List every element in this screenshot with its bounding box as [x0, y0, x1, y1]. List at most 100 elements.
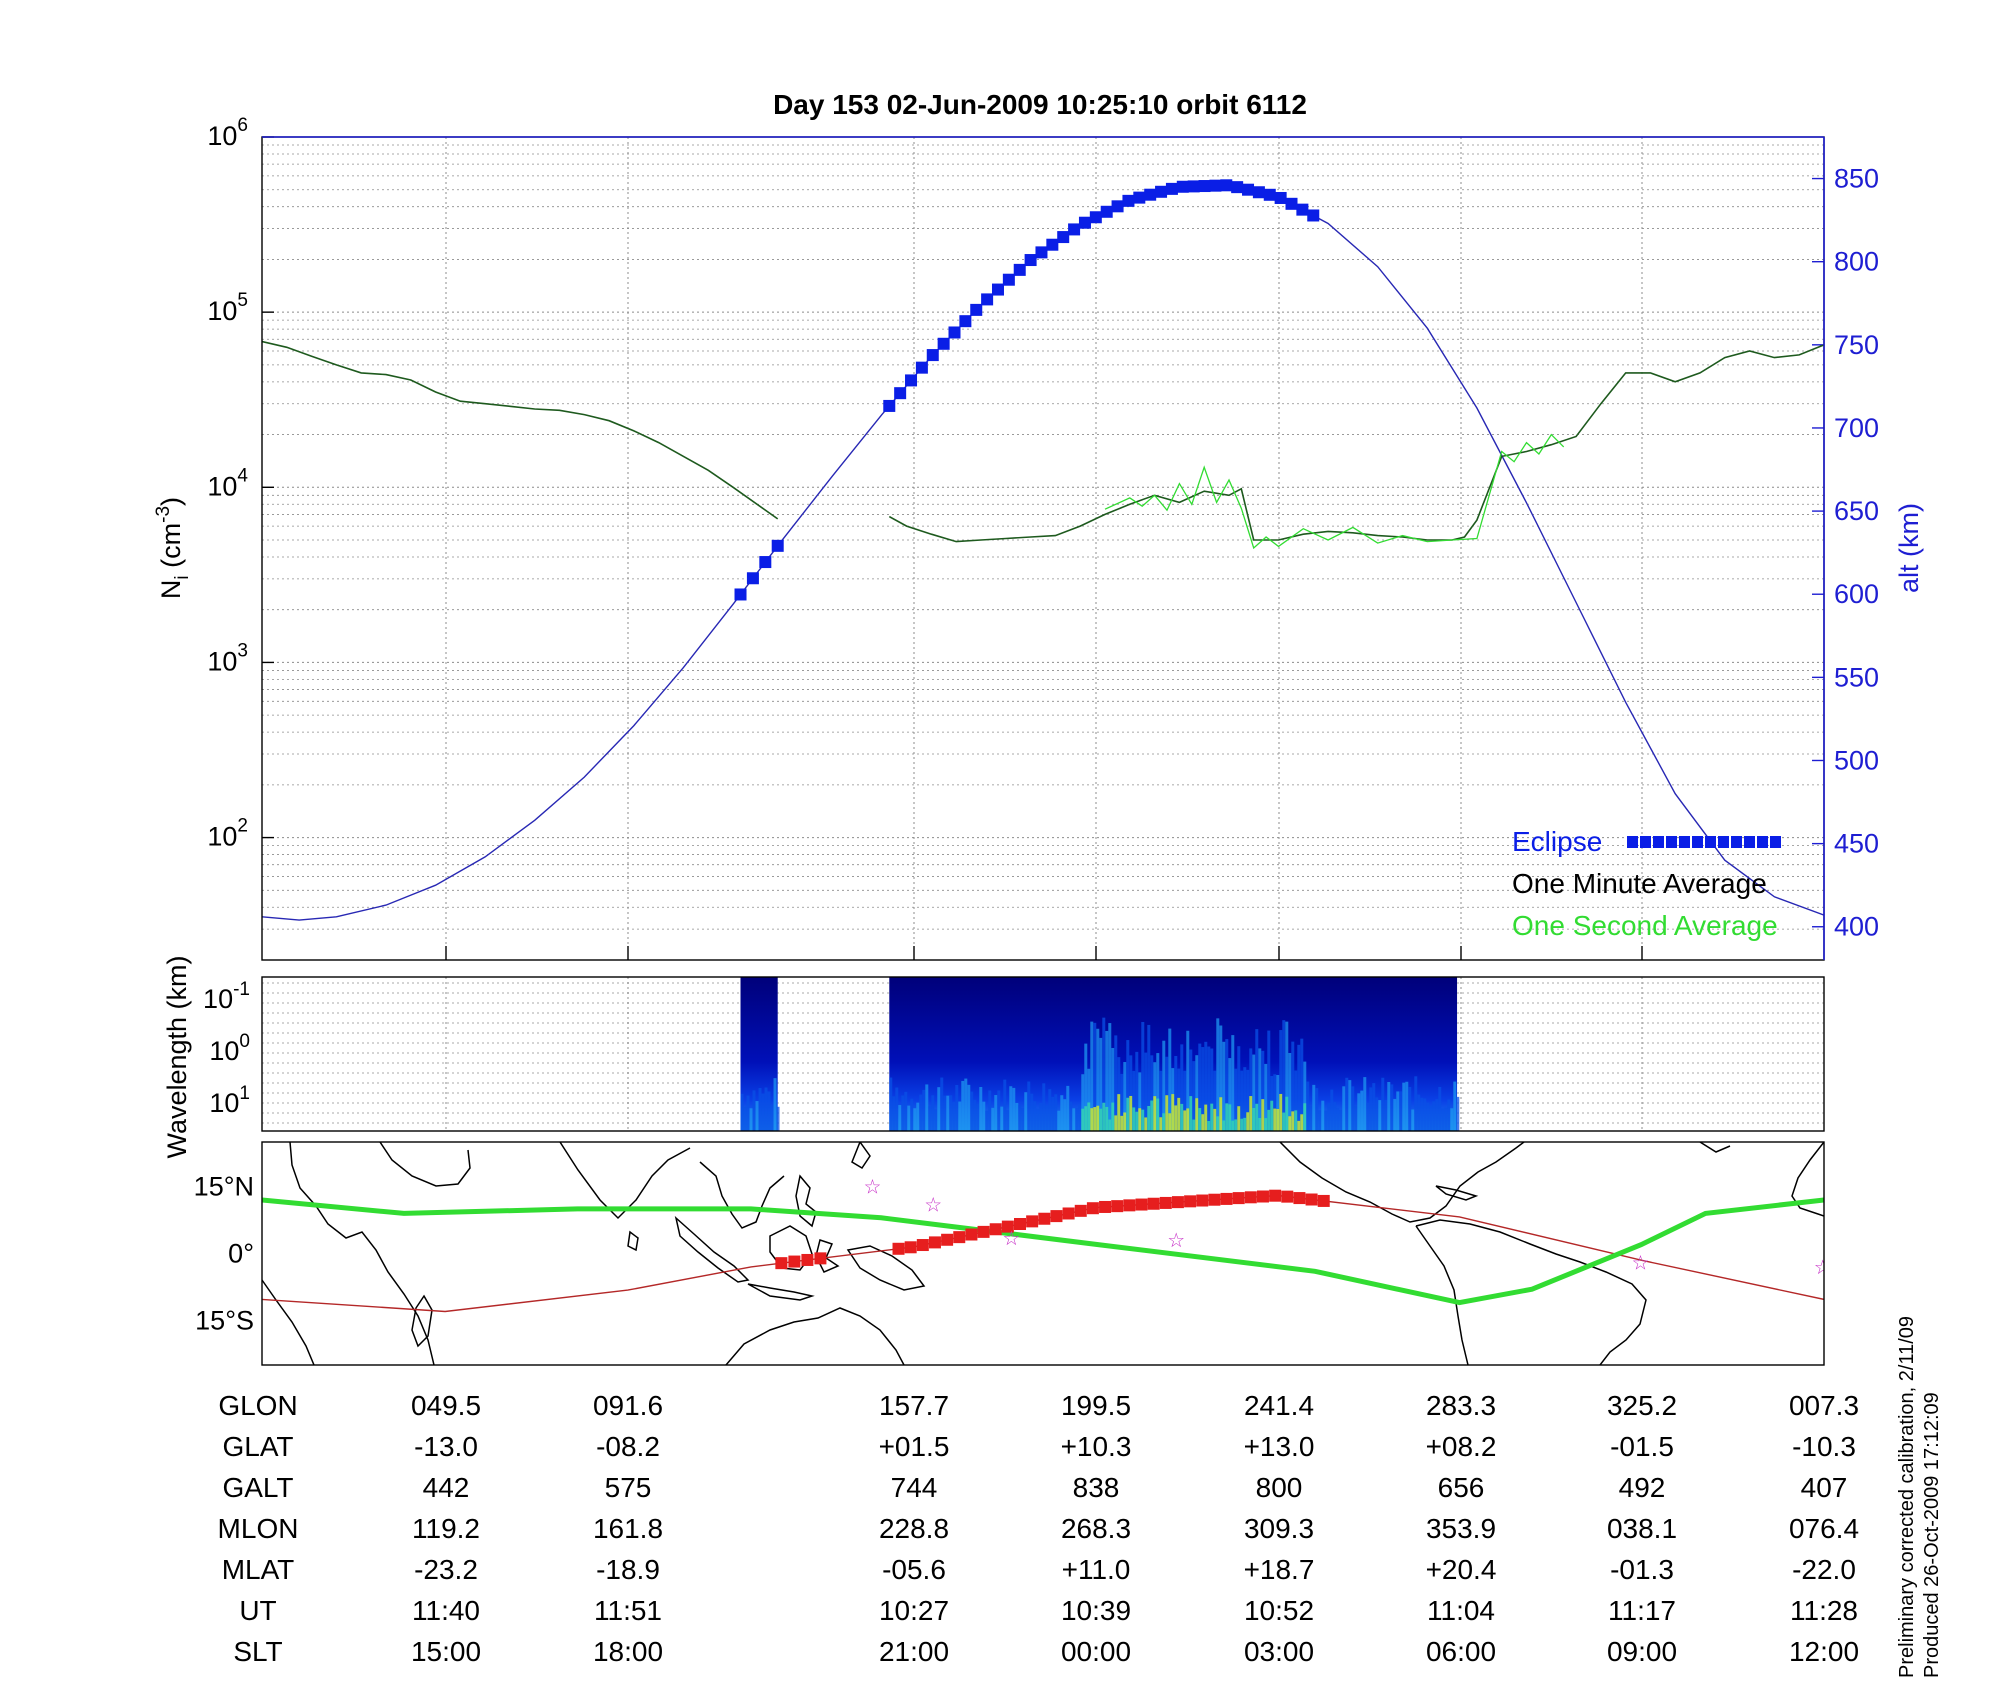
- spectrogram-hot-column: [1159, 1117, 1163, 1131]
- eclipse-track-marker: [1232, 1192, 1245, 1205]
- legend-eclipse-square: [1653, 836, 1664, 848]
- spectrogram-column: [1432, 1101, 1436, 1131]
- africa-coast-west: [262, 1279, 315, 1365]
- altitude-tick-label: 450: [1834, 829, 1879, 859]
- eclipse-track-marker: [1256, 1190, 1269, 1203]
- spectrogram-hot-column: [1174, 1105, 1178, 1131]
- spectrogram-column: [1078, 1104, 1082, 1131]
- svg-text:Ni (cm-3): Ni (cm-3): [153, 497, 193, 599]
- table-cell: 10:27: [879, 1595, 949, 1626]
- spectrogram-column: [1273, 1074, 1277, 1131]
- eclipse-track-marker: [1196, 1194, 1209, 1207]
- spectrogram-hot-column: [1279, 1093, 1283, 1131]
- spectrogram-column: [1363, 1077, 1367, 1131]
- legend-eclipse-square: [1731, 836, 1742, 848]
- spectrogram-column: [1021, 1108, 1025, 1131]
- spectrogram-column: [1240, 1070, 1244, 1131]
- eclipse-marker: [1165, 182, 1178, 195]
- eclipse-marker: [1144, 188, 1157, 201]
- legend-eclipse-square: [1627, 836, 1638, 848]
- spectrogram-column: [1183, 1070, 1187, 1131]
- spectrogram-hot-column: [1297, 1120, 1301, 1131]
- footer-produced-date: Produced 26-Oct-2009 17:12:09: [1921, 1392, 1943, 1678]
- density-tick-label: 105: [207, 290, 248, 326]
- spectrogram-column: [1162, 1040, 1166, 1131]
- table-cell: -18.9: [596, 1554, 660, 1585]
- spectrogram-column: [1261, 1050, 1265, 1131]
- spectrogram-column: [1291, 1041, 1295, 1131]
- table-cell: 656: [1438, 1472, 1485, 1503]
- spectrogram-column: [1165, 1056, 1169, 1131]
- spectrogram-column: [1102, 1017, 1106, 1131]
- spectrogram-column: [1009, 1086, 1013, 1131]
- spectrogram-column: [1294, 1070, 1298, 1131]
- spectrogram-hot-column: [1183, 1110, 1187, 1131]
- spectrogram-column: [1207, 1046, 1211, 1131]
- spectrogram-column: [758, 1087, 762, 1131]
- spectrogram-column: [1096, 1028, 1100, 1131]
- eclipse-track-marker: [1244, 1191, 1257, 1204]
- table-row-label: GLON: [218, 1390, 297, 1421]
- spectrogram-column: [776, 1106, 780, 1131]
- spectrogram-column: [970, 1091, 974, 1131]
- table-cell: 09:00: [1607, 1636, 1677, 1667]
- table-cell: 800: [1256, 1472, 1303, 1503]
- altitude-tick-label: 550: [1834, 662, 1879, 692]
- spectrogram-panel: 10-1 100 101 Wavelength (km): [162, 955, 1825, 1159]
- magnetic-equator: [262, 1197, 1824, 1306]
- spectrogram-column: [1456, 1096, 1460, 1131]
- spectrogram-column: [910, 1098, 914, 1131]
- spectrogram-hot-column: [1198, 1108, 1202, 1131]
- spectrogram-data: [740, 977, 1460, 1131]
- altitude-axis-label: alt (km): [1894, 503, 1924, 593]
- eclipse-marker: [1013, 263, 1026, 276]
- spectrogram-column: [1255, 1029, 1259, 1131]
- spectrogram-column: [928, 1106, 932, 1131]
- table-cell: -08.2: [596, 1431, 660, 1462]
- spectrogram-column: [1342, 1086, 1346, 1131]
- table-cell: -10.3: [1792, 1431, 1856, 1462]
- spectrogram-column: [1231, 1035, 1235, 1131]
- table-cell: 157.7: [879, 1390, 949, 1421]
- table-cell: 11:04: [1427, 1595, 1495, 1626]
- spectrogram-column: [1027, 1081, 1031, 1131]
- spectrogram-column: [1228, 1058, 1232, 1131]
- eclipse-track-marker: [1305, 1193, 1318, 1206]
- spectrogram-hot-column: [1108, 1119, 1112, 1131]
- spectrogram-hot-column: [1276, 1108, 1280, 1131]
- spectrogram-column: [1285, 1021, 1289, 1131]
- spectrogram-hot-column: [1264, 1118, 1268, 1131]
- spectrogram-column: [1414, 1076, 1418, 1131]
- spectrogram-column: [1339, 1109, 1343, 1131]
- eclipse-track-marker: [1135, 1198, 1148, 1211]
- spectrogram-column: [1258, 1048, 1262, 1131]
- eclipse-track-marker: [788, 1255, 801, 1268]
- sri-lanka: [627, 1230, 639, 1252]
- spectrogram-column: [746, 1095, 750, 1131]
- spectrogram-column: [1426, 1102, 1430, 1131]
- spectrogram-column: [1081, 1074, 1085, 1131]
- spectrogram-column: [1141, 1021, 1145, 1131]
- station-star-icon: ☆: [1814, 1257, 1832, 1279]
- spectrogram-hot-column: [1117, 1094, 1121, 1131]
- spectrogram-hot-column: [1177, 1097, 1181, 1131]
- table-cell: 076.4: [1789, 1513, 1859, 1544]
- spectrogram-column: [1411, 1109, 1415, 1131]
- spectrogram-column: [1288, 1052, 1292, 1131]
- table-cell: -22.0: [1792, 1554, 1856, 1585]
- spectrogram-column: [892, 1096, 896, 1131]
- spectrogram-column: [1387, 1081, 1391, 1131]
- spectrogram-column: [1429, 1105, 1433, 1131]
- table-cell: +13.0: [1244, 1431, 1315, 1462]
- density-tick-label: 103: [207, 640, 248, 676]
- table-cell: -23.2: [414, 1554, 478, 1585]
- station-star-icon: ☆: [1002, 1228, 1020, 1250]
- legend-eclipse-square: [1757, 836, 1768, 848]
- eclipse-track-marker: [1001, 1220, 1014, 1233]
- spectrogram-hot-column: [1282, 1112, 1286, 1131]
- spectrogram-column: [946, 1095, 950, 1131]
- spectrogram-column: [904, 1091, 908, 1131]
- table-row-label: MLAT: [222, 1554, 295, 1585]
- spectrogram-hot-column: [1186, 1108, 1190, 1131]
